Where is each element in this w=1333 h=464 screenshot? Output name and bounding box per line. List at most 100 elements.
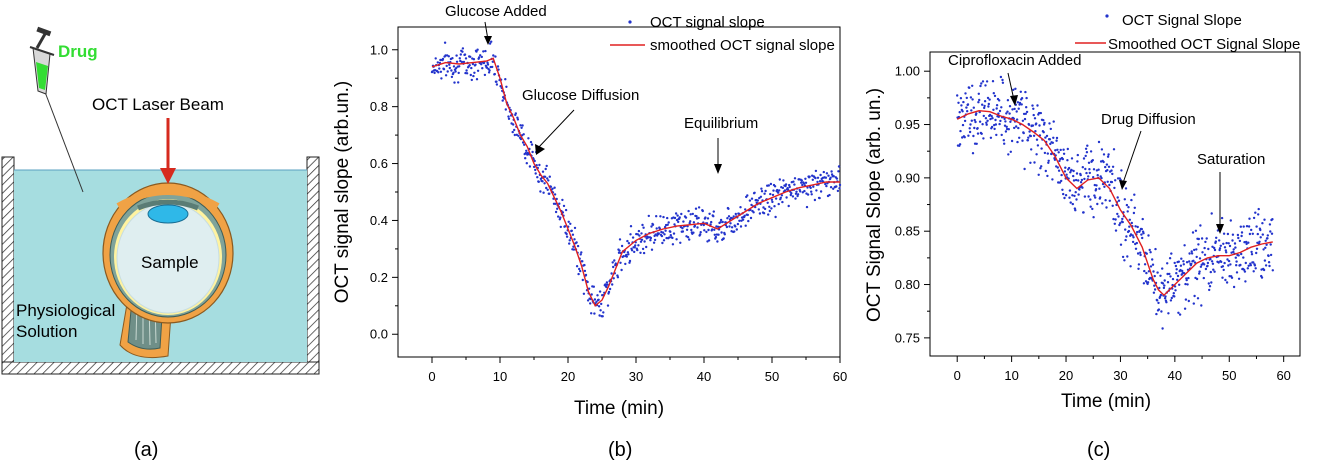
chart-c-data-point (1142, 282, 1146, 285)
chart-c-data-point (1167, 312, 1170, 315)
chart-c-data-point (1211, 245, 1214, 248)
chart-c-data-point (1110, 169, 1113, 172)
chart-c-x-tick-label: 0 (954, 368, 961, 383)
chart-c-data-point (1148, 248, 1151, 252)
chart-b-data-point (774, 197, 778, 200)
chart-b-data-point (483, 73, 487, 77)
chart-c-data-point (1244, 280, 1247, 283)
chart-c-data-point (1124, 238, 1127, 242)
chart-c-data-point (1015, 110, 1018, 113)
chart-c-data-point (1237, 277, 1241, 280)
chart-c-data-point (1156, 271, 1159, 274)
chart-b-data-point (477, 56, 481, 59)
chart-c-data-point (1076, 160, 1079, 163)
chart-b-data-point (691, 212, 694, 216)
chart-b-data-point (475, 78, 479, 81)
chart-c-data-point (1084, 147, 1088, 150)
chart-c-data-point (1061, 188, 1064, 191)
chart-b-data-point (681, 227, 684, 230)
chart-b-data-point (640, 238, 644, 241)
chart-b-data-point (600, 302, 603, 306)
chart-c-data-point (983, 100, 987, 103)
chart-c-data-point (1008, 112, 1011, 115)
chart-b-data-point (666, 223, 669, 226)
chart-c-data-point (1212, 268, 1215, 271)
chart-c-data-point (971, 152, 975, 155)
chart-b-data-point (832, 187, 835, 190)
chart-b-data-point (655, 227, 658, 230)
chart-c-data-point (1074, 191, 1077, 194)
chart-c-data-point (1046, 174, 1049, 178)
chart-b-scatter-points (430, 40, 842, 318)
chart-b-data-point (494, 55, 497, 58)
chart-c-data-point (1225, 241, 1228, 245)
chart-b-data-point (756, 199, 759, 202)
chart-b-data-point (837, 165, 841, 168)
annotation-glucose-diffusion-arrowhead-icon (535, 144, 545, 155)
chart-c-data-point (1142, 232, 1145, 235)
chart-c-data-point (1008, 105, 1012, 108)
chart-c-data-point (1153, 274, 1156, 278)
chart-b-data-point (749, 216, 753, 220)
chart-b-x-tick-label: 30 (629, 369, 643, 384)
chart-b-data-point (705, 230, 708, 234)
chart-c-data-point (1006, 99, 1010, 102)
chart-b-data-point (770, 207, 773, 210)
chart-b-data-point (599, 309, 602, 312)
chart-b-data-point (782, 179, 785, 182)
chart-b-data-point (641, 247, 645, 251)
cornea (116, 189, 220, 209)
chart-c-data-point (1096, 202, 1099, 206)
nerve-fibers (135, 301, 157, 346)
chart-c-data-point (990, 115, 993, 118)
chart-b-data-point (643, 240, 646, 243)
chart-c-data-point (1263, 218, 1266, 221)
chart-b-data-point (716, 240, 719, 243)
chart-b-data-point (819, 190, 823, 193)
panel-a-illustration: Sample Physiological Solution OCT Laser … (1, 26, 320, 461)
chart-c-data-point (1037, 173, 1040, 176)
chart-c-data-point (1153, 288, 1157, 291)
chart-c-data-point (1128, 225, 1131, 228)
chart-b-data-point (462, 60, 466, 64)
annotation-glucose-diffusion: Glucose Diffusion (522, 87, 639, 104)
annotation-glucose-added-arrowhead-icon (484, 36, 492, 45)
chart-b-data-point (532, 165, 536, 169)
sample-label: Sample (141, 253, 199, 272)
chart-c-data-point (1195, 255, 1198, 259)
chart-b-data-point (563, 225, 567, 228)
chart-b-data-point (575, 241, 578, 244)
chart-c-data-point (1093, 194, 1096, 197)
chart-c-y-tick-label: 0.80 (895, 277, 920, 292)
chart-c-data-point (966, 103, 970, 106)
chart-c-data-point (962, 100, 965, 104)
chart-c-data-point (1159, 293, 1163, 297)
chart-c-data-point (1134, 247, 1138, 250)
chart-c-data-point (1046, 152, 1050, 155)
chart-b-data-point (499, 85, 502, 88)
chart-b-data-point (475, 50, 478, 53)
chart-b-data-point (548, 175, 551, 178)
chart-c-data-point (1072, 169, 1075, 173)
chart-c-data-point (1253, 264, 1257, 267)
chart-c-data-point (1163, 279, 1166, 282)
chart-b-data-point (474, 63, 477, 66)
chart-c-data-point (1069, 201, 1072, 204)
chart-c-data-point (975, 142, 978, 145)
chart-b-data-point (538, 163, 541, 167)
chart-b-data-point (469, 73, 472, 77)
chart-b-data-point (793, 177, 797, 180)
chart-c-data-point (1213, 270, 1216, 273)
chart-c-data-point (1246, 267, 1250, 270)
chart-b-data-point (660, 234, 664, 238)
chart-b-data-point (678, 216, 681, 219)
chart-c-data-point (1211, 262, 1215, 265)
chart-b-data-point (459, 53, 462, 56)
chart-c-data-point (1143, 263, 1147, 266)
chart-c-data-point (1252, 270, 1255, 273)
annotation-glucose-added: Glucose Added (445, 3, 547, 20)
chart-c-data-point (1023, 117, 1027, 121)
chart-c-data-point (1153, 284, 1156, 287)
chart-c-data-point (1056, 166, 1060, 169)
chart-c-data-point (1060, 173, 1063, 177)
